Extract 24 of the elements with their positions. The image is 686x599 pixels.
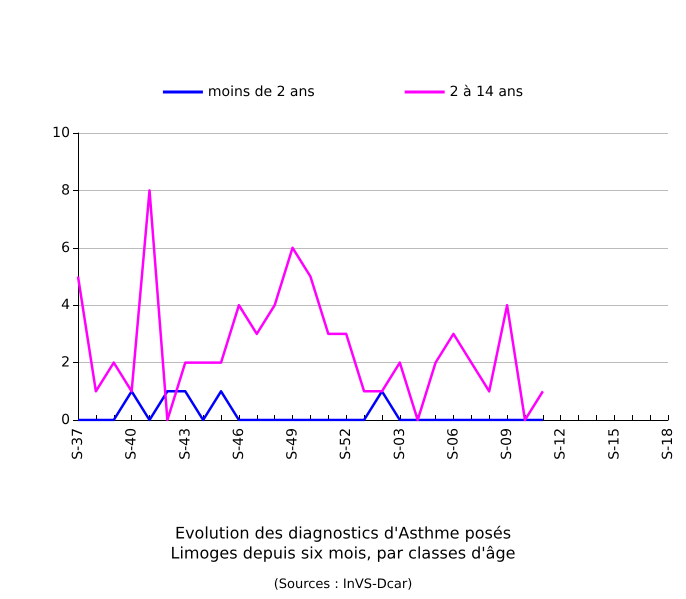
y-tick-label: 10 — [52, 125, 70, 141]
x-tick-label: S-09 — [499, 428, 516, 460]
text: Evolution des diagnostics d'Asthme posés — [174, 524, 512, 542]
x-tick-label: S-37 — [70, 428, 86, 460]
x-tick-label: S-15 — [606, 428, 622, 460]
line-series — [76, 189, 544, 422]
text: Limoges depuis six mois, par classes d'âge — [170, 544, 516, 562]
x-tick-label: S-03 — [392, 428, 408, 460]
y-tick-label: 6 — [61, 240, 70, 256]
x-tick-label: S-06 — [445, 428, 462, 460]
x-tick-label: S-52 — [338, 428, 354, 460]
x-tick-label: S-43 — [177, 428, 194, 460]
text: (Sources : InVS-Dcar) — [274, 577, 412, 592]
x-tick-label: S-40 — [124, 428, 140, 460]
x-tick-label: S-49 — [284, 428, 301, 460]
y-tick-label: 0 — [61, 412, 70, 428]
x-tick-label: S-46 — [230, 428, 247, 460]
y-tick-label: 8 — [61, 182, 70, 198]
legend-label: moins de 2 ans — [208, 84, 315, 100]
y-tick-label: 2 — [61, 354, 70, 371]
x-tick-label: S-12 — [552, 428, 569, 460]
x-tick-label: S-18 — [660, 428, 676, 460]
legend-label: 2 à 14 ans — [450, 84, 524, 100]
y-tick-label: 4 — [61, 297, 70, 314]
